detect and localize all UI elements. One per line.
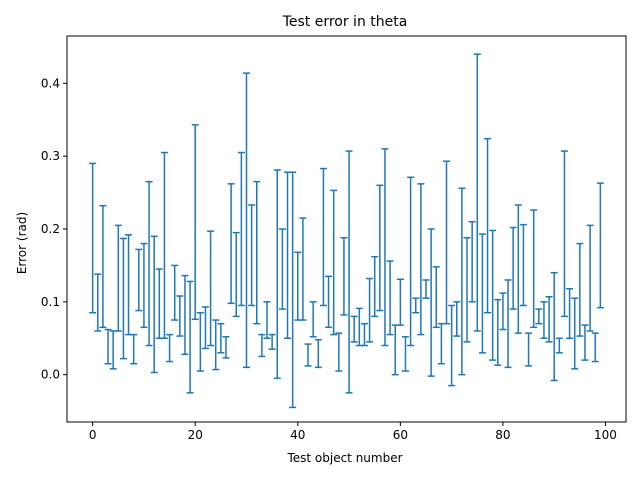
x-tick-label-40: 40 (290, 428, 305, 442)
y-tick-label-0: 0.0 (41, 368, 60, 382)
x-axis-label: Test object number (286, 451, 402, 465)
x-tick-label-80: 80 (495, 428, 510, 442)
x-tick-label-100: 100 (594, 428, 617, 442)
x-tick-label-0: 0 (89, 428, 97, 442)
y-tick-label-3: 0.3 (41, 149, 60, 163)
x-tick-label-60: 60 (393, 428, 408, 442)
x-tick-label-20: 20 (188, 428, 203, 442)
y-tick-label-1: 0.1 (41, 295, 60, 309)
y-axis-label: Error (rad) (15, 212, 29, 274)
y-tick-label-2: 0.2 (41, 222, 60, 236)
chart-title: Test error in theta (282, 14, 408, 30)
y-tick-label-4: 0.4 (41, 76, 60, 90)
